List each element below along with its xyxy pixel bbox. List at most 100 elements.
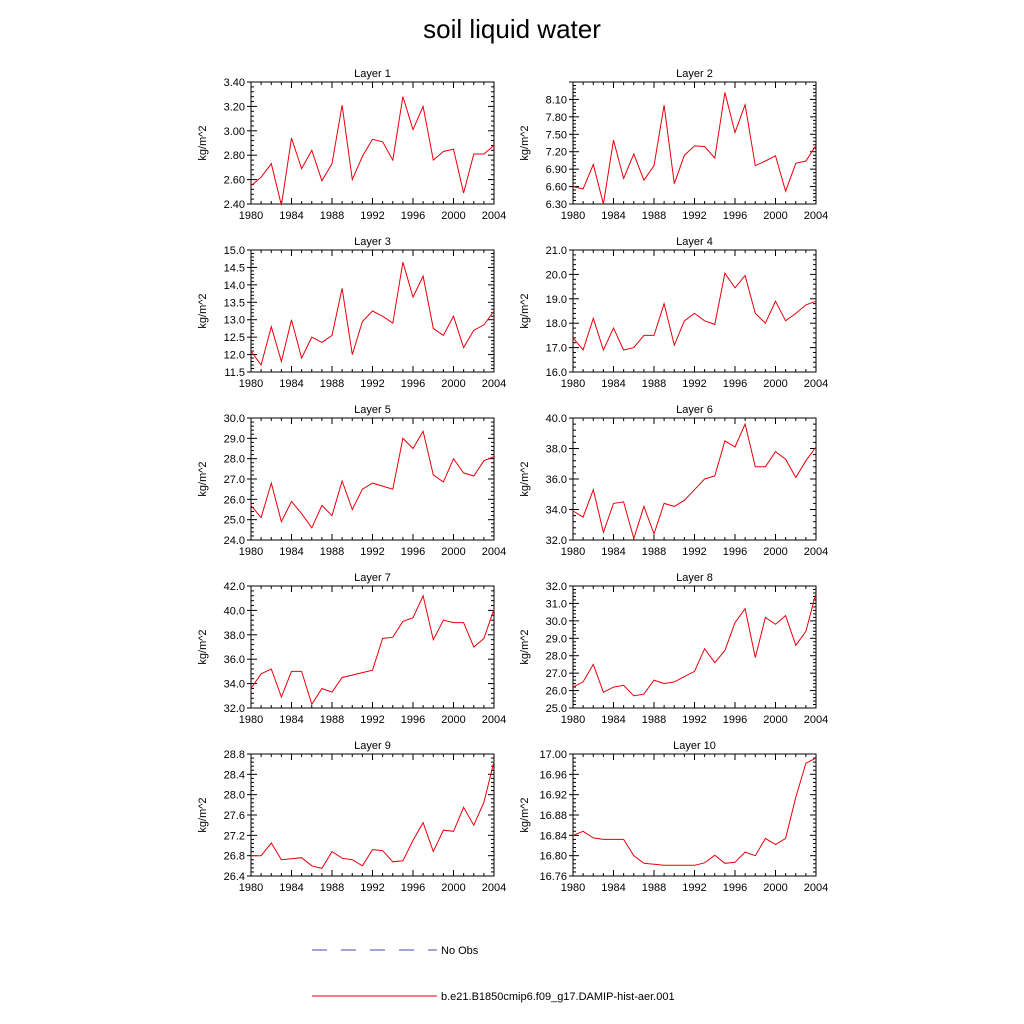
x-tick-label: 2000 xyxy=(441,546,465,558)
x-tick-label: 1988 xyxy=(320,210,344,222)
x-tick-label: 1984 xyxy=(601,378,625,390)
plot-frame xyxy=(572,753,817,877)
y-tick-label: 29.0 xyxy=(224,433,245,445)
x-tick-label: 2004 xyxy=(482,378,506,390)
x-tick-label: 1988 xyxy=(642,714,666,726)
x-tick-label: 1980 xyxy=(239,882,263,894)
y-tick-label: 6.90 xyxy=(546,164,567,176)
legend-label-no-obs: No Obs xyxy=(441,945,479,957)
x-tick-label: 1996 xyxy=(401,714,425,726)
y-tick-label: 2.80 xyxy=(224,150,245,162)
y-tick-label: 6.30 xyxy=(546,199,567,211)
plot-frame xyxy=(250,585,495,709)
series-line xyxy=(572,592,817,697)
x-tick-label: 1980 xyxy=(239,210,263,222)
x-tick-label: 1992 xyxy=(682,210,706,222)
y-tick-label: 16.96 xyxy=(539,769,567,781)
y-tick-label: 32.0 xyxy=(224,703,245,715)
plot-frame xyxy=(250,81,495,205)
y-tick-label: 42.0 xyxy=(224,581,245,593)
x-tick-label: 1992 xyxy=(682,714,706,726)
y-tick-label: 11.5 xyxy=(224,367,245,379)
series-line xyxy=(251,761,495,869)
series-line xyxy=(250,262,495,367)
series-line xyxy=(572,271,817,352)
panel-title: Layer 6 xyxy=(676,404,713,416)
y-tick-label: 38.0 xyxy=(224,630,245,642)
y-tick-label: 16.80 xyxy=(539,851,567,863)
x-tick-label: 1984 xyxy=(601,546,625,558)
y-axis-label: kg/m^2 xyxy=(519,293,531,328)
plot-frame xyxy=(572,81,817,205)
x-tick-label: 1996 xyxy=(723,546,747,558)
y-tick-label: 29.0 xyxy=(546,633,567,645)
x-tick-label: 1996 xyxy=(723,210,747,222)
y-tick-label: 13.5 xyxy=(224,297,245,309)
panel-layer-1: Layer 1 kg/m^2 1980 1984 1988 1992 1996 2000 200… xyxy=(197,68,506,222)
x-tick-label: 1992 xyxy=(360,714,384,726)
y-tick-label: 31.0 xyxy=(546,598,567,610)
y-tick-label: 16.84 xyxy=(539,830,567,842)
x-tick-label: 2000 xyxy=(763,882,787,894)
legend: No Obs b.e21.B1850cmip6.f09_g17.DAMIP-hi… xyxy=(312,945,675,1003)
panels: Layer 1 kg/m^2 1980 1984 1988 1992 1996 2000 200… xyxy=(197,68,828,894)
panel-layer-4: Layer 4 kg/m^2 1980 1984 1988 1992 1996 2000 200… xyxy=(519,236,828,390)
x-tick-label: 1992 xyxy=(360,378,384,390)
y-tick-label: 30.0 xyxy=(224,413,245,425)
x-tick-label: 1980 xyxy=(561,378,585,390)
x-tick-label: 1988 xyxy=(642,210,666,222)
x-tick-label: 1996 xyxy=(401,882,425,894)
x-tick-label: 1980 xyxy=(239,714,263,726)
y-tick-label: 16.0 xyxy=(546,367,567,379)
y-tick-label: 15.0 xyxy=(224,245,245,257)
x-tick-label: 2004 xyxy=(482,714,506,726)
panel-layer-2: Layer 2 kg/m^2 1980 1984 1988 1992 1996 2000 200… xyxy=(519,68,828,222)
x-tick-label: 2004 xyxy=(804,714,828,726)
panel-layer-6: Layer 6 kg/m^2 1980 1984 1988 1992 1996 2000 200… xyxy=(519,404,828,558)
panel-layer-9: Layer 9 kg/m^2 1980 1984 1988 1992 1996 2000 200… xyxy=(197,740,506,894)
x-tick-label: 1996 xyxy=(401,210,425,222)
panel-title: Layer 2 xyxy=(676,68,713,80)
y-tick-label: 3.20 xyxy=(224,101,245,113)
x-tick-label: 1992 xyxy=(682,546,706,558)
x-tick-label: 1980 xyxy=(561,546,585,558)
y-tick-label: 27.0 xyxy=(224,474,245,486)
y-tick-label: 7.80 xyxy=(546,112,567,124)
panel-layer-10: Layer 10 kg/m^2 1980 1984 1988 1992 1996 2000 20… xyxy=(519,740,828,894)
panel-title: Layer 10 xyxy=(673,740,716,752)
x-tick-label: 2000 xyxy=(441,882,465,894)
x-tick-label: 2000 xyxy=(763,714,787,726)
x-tick-label: 1996 xyxy=(723,882,747,894)
x-tick-label: 1988 xyxy=(320,546,344,558)
x-tick-label: 2000 xyxy=(763,378,787,390)
panel-title: Layer 9 xyxy=(354,740,391,752)
y-tick-label: 32.0 xyxy=(546,535,567,547)
panel-title: Layer 4 xyxy=(676,236,713,248)
y-axis-label: kg/m^2 xyxy=(197,629,209,664)
plot-frame xyxy=(250,417,495,541)
x-tick-label: 2004 xyxy=(804,378,828,390)
y-tick-label: 25.0 xyxy=(546,703,567,715)
y-axis-label: kg/m^2 xyxy=(519,125,531,160)
y-axis-label: kg/m^2 xyxy=(197,461,209,496)
x-tick-label: 1992 xyxy=(360,882,384,894)
plot-frame xyxy=(572,249,817,373)
y-tick-label: 24.0 xyxy=(224,535,245,547)
y-tick-label: 17.00 xyxy=(539,749,567,761)
x-tick-label: 2004 xyxy=(804,882,828,894)
y-tick-label: 26.4 xyxy=(224,871,245,883)
y-tick-label: 26.8 xyxy=(224,851,245,863)
x-tick-label: 2000 xyxy=(763,546,787,558)
y-tick-label: 2.60 xyxy=(224,175,245,187)
x-tick-label: 1992 xyxy=(360,546,384,558)
panel-title: Layer 3 xyxy=(354,236,391,248)
y-tick-label: 36.0 xyxy=(224,654,245,666)
y-tick-label: 13.0 xyxy=(224,315,245,327)
y-tick-label: 25.0 xyxy=(224,515,245,527)
x-tick-label: 1988 xyxy=(642,882,666,894)
x-tick-label: 1992 xyxy=(682,882,706,894)
panel-title: Layer 7 xyxy=(354,572,391,584)
y-tick-label: 7.50 xyxy=(546,129,567,141)
y-tick-label: 16.92 xyxy=(539,790,567,802)
x-tick-label: 1988 xyxy=(320,378,344,390)
